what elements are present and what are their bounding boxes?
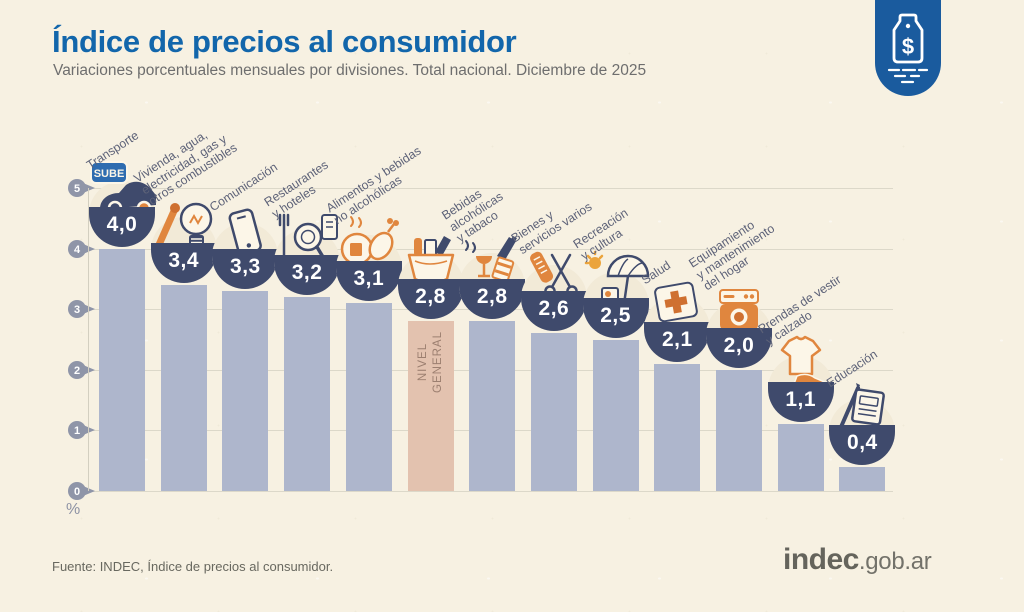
clothing-footwear-icon bbox=[767, 334, 835, 391]
bar-value: 2,1 bbox=[661, 327, 693, 351]
logo-brand: indec bbox=[783, 543, 859, 576]
general-level-bar-label: NIVEL GENERAL bbox=[416, 331, 444, 394]
value-bowl: 3,1 bbox=[335, 261, 402, 302]
value-bowl: 4,0 bbox=[89, 206, 155, 247]
restaurants-hotels-icon bbox=[273, 207, 341, 263]
bar-transporte bbox=[99, 248, 145, 491]
bar-value: 2,8 bbox=[476, 285, 508, 309]
y-tick-badge: 5 bbox=[67, 178, 97, 198]
gridline bbox=[88, 248, 893, 250]
svg-text:0: 0 bbox=[74, 486, 80, 498]
page-title: Índice de precios al consumidor bbox=[52, 24, 517, 59]
y-tick-badge: 4 bbox=[67, 239, 97, 259]
bar-value: 4,0 bbox=[106, 212, 138, 236]
value-bowl: 3,3 bbox=[212, 249, 279, 290]
price-tag-badge: $ bbox=[875, 0, 941, 96]
value-bowl: 1,1 bbox=[767, 382, 834, 423]
value-bowl: 2,5 bbox=[582, 297, 649, 338]
bar-bienes-servicios-varios bbox=[530, 333, 577, 491]
bar-value: 3,3 bbox=[230, 255, 261, 279]
bar-value: 2,8 bbox=[415, 285, 446, 309]
bar-vivienda bbox=[160, 284, 207, 491]
alcohol-tobacco-icon bbox=[458, 231, 526, 287]
price-tag-icon: $ bbox=[875, 13, 941, 100]
svg-text:1: 1 bbox=[74, 425, 80, 437]
value-bowl: 3,2 bbox=[274, 255, 341, 296]
svg-text:5: 5 bbox=[74, 183, 80, 195]
y-tick-badge: 0 bbox=[67, 481, 97, 501]
svg-text:2: 2 bbox=[74, 365, 80, 377]
bar-educacion bbox=[839, 466, 886, 491]
bar-alimentos bbox=[345, 303, 392, 491]
bar-value: 0,4 bbox=[847, 430, 878, 454]
svg-text:SUBE: SUBE bbox=[94, 168, 125, 180]
value-bowl: 0,4 bbox=[829, 424, 896, 465]
home-equipment-icon bbox=[705, 280, 773, 336]
bar-comunicacion bbox=[222, 291, 269, 491]
y-tick-badge: 1 bbox=[67, 420, 97, 440]
education-icon bbox=[828, 377, 896, 433]
gridline bbox=[88, 188, 893, 189]
bar-value: 2,0 bbox=[723, 333, 755, 357]
y-tick-badge: 2 bbox=[67, 360, 97, 380]
value-bowl: 2,8 bbox=[459, 279, 526, 320]
recreation-culture-icon bbox=[582, 250, 650, 306]
logo-domain: .gob.ar bbox=[858, 548, 932, 575]
page-subtitle: Variaciones porcentuales mensuales por d… bbox=[53, 62, 647, 79]
svg-text:4: 4 bbox=[74, 243, 81, 255]
svg-text:$: $ bbox=[902, 34, 914, 59]
value-bowl: 2,8 bbox=[397, 279, 464, 320]
bar-value: 3,2 bbox=[291, 261, 323, 285]
value-bowl: 3,4 bbox=[150, 242, 217, 283]
y-tick-badge: 3 bbox=[67, 299, 97, 319]
y-axis-unit-label: % bbox=[66, 501, 81, 518]
bar-prendas-vestir-calzado bbox=[777, 424, 824, 491]
value-bowl: 2,1 bbox=[644, 321, 711, 362]
y-axis-line bbox=[88, 188, 89, 491]
bar-restaurantes-hoteles bbox=[284, 297, 331, 491]
bar-value: 1,1 bbox=[785, 388, 817, 412]
bar-bebidas-alcoholicas-tabaco bbox=[469, 321, 516, 491]
bar-value: 2,5 bbox=[600, 303, 631, 327]
bar-value: 3,1 bbox=[353, 267, 385, 291]
bar-salud bbox=[654, 363, 701, 491]
housing-utilities-icon bbox=[150, 195, 218, 251]
bar-nivel-general bbox=[407, 321, 454, 491]
value-bowl: 2,6 bbox=[520, 291, 587, 332]
health-cross-icon bbox=[643, 274, 711, 330]
indec-logo: indec .gob.ar bbox=[783, 543, 932, 577]
source-note: Fuente: INDEC, Índice de precios al cons… bbox=[52, 559, 334, 574]
bar-equipamiento-hogar bbox=[716, 369, 762, 491]
bar-value: 3,4 bbox=[168, 248, 200, 272]
svg-text:3: 3 bbox=[74, 304, 80, 316]
bar-recreacion-cultura bbox=[592, 339, 639, 491]
bar-value: 2,6 bbox=[538, 297, 570, 321]
gridline bbox=[88, 491, 893, 492]
